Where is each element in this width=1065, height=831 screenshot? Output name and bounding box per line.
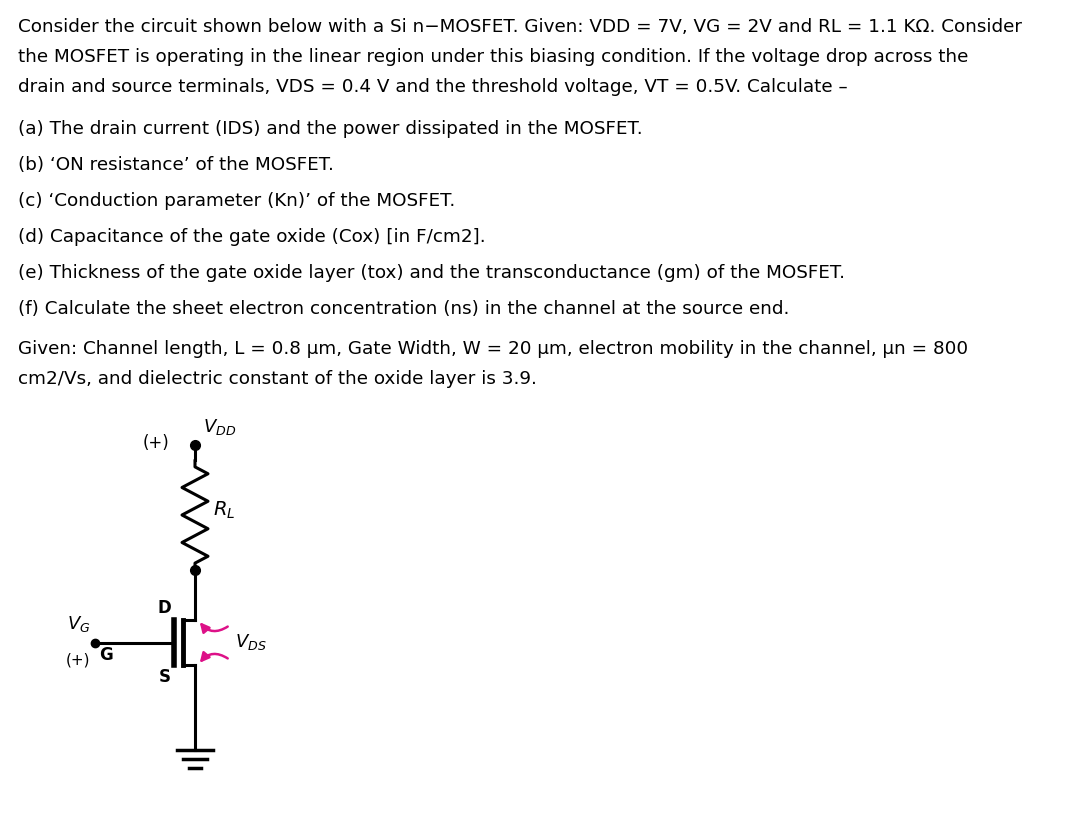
Text: (a) The drain current (IDS) and the power dissipated in the MOSFET.: (a) The drain current (IDS) and the powe… bbox=[18, 120, 642, 138]
Text: the MOSFET is operating in the linear region under this biasing condition. If th: the MOSFET is operating in the linear re… bbox=[18, 48, 968, 66]
Text: G: G bbox=[99, 646, 113, 663]
FancyArrowPatch shape bbox=[201, 624, 228, 632]
Text: (+): (+) bbox=[143, 434, 169, 452]
Text: cm2/Vs, and dielectric constant of the oxide layer is 3.9.: cm2/Vs, and dielectric constant of the o… bbox=[18, 370, 537, 388]
FancyArrowPatch shape bbox=[201, 652, 228, 661]
Text: $R_L$: $R_L$ bbox=[213, 499, 235, 521]
Text: Given: Channel length, L = 0.8 μm, Gate Width, W = 20 μm, electron mobility in t: Given: Channel length, L = 0.8 μm, Gate … bbox=[18, 340, 968, 358]
Text: drain and source terminals, VDS = 0.4 V and the threshold voltage, VT = 0.5V. Ca: drain and source terminals, VDS = 0.4 V … bbox=[18, 78, 848, 96]
Text: $V_{DD}$: $V_{DD}$ bbox=[203, 417, 236, 437]
Text: $V_{DS}$: $V_{DS}$ bbox=[235, 632, 266, 652]
Text: (d) Capacitance of the gate oxide (Cox) [in F/cm2].: (d) Capacitance of the gate oxide (Cox) … bbox=[18, 228, 486, 246]
Text: Consider the circuit shown below with a Si n−MOSFET. Given: VDD = 7V, VG = 2V an: Consider the circuit shown below with a … bbox=[18, 18, 1022, 36]
Text: (+): (+) bbox=[66, 652, 91, 667]
Text: (b) ‘ON resistance’ of the MOSFET.: (b) ‘ON resistance’ of the MOSFET. bbox=[18, 156, 333, 174]
Text: $V_G$: $V_G$ bbox=[66, 614, 91, 635]
Text: (e) Thickness of the gate oxide layer (tox) and the transconductance (gm) of the: (e) Thickness of the gate oxide layer (t… bbox=[18, 264, 845, 282]
Text: (c) ‘Conduction parameter (Kn)’ of the MOSFET.: (c) ‘Conduction parameter (Kn)’ of the M… bbox=[18, 192, 455, 210]
Text: D: D bbox=[158, 599, 171, 617]
Text: S: S bbox=[159, 668, 171, 686]
Text: (f) Calculate the sheet electron concentration (ns) in the channel at the source: (f) Calculate the sheet electron concent… bbox=[18, 300, 789, 318]
